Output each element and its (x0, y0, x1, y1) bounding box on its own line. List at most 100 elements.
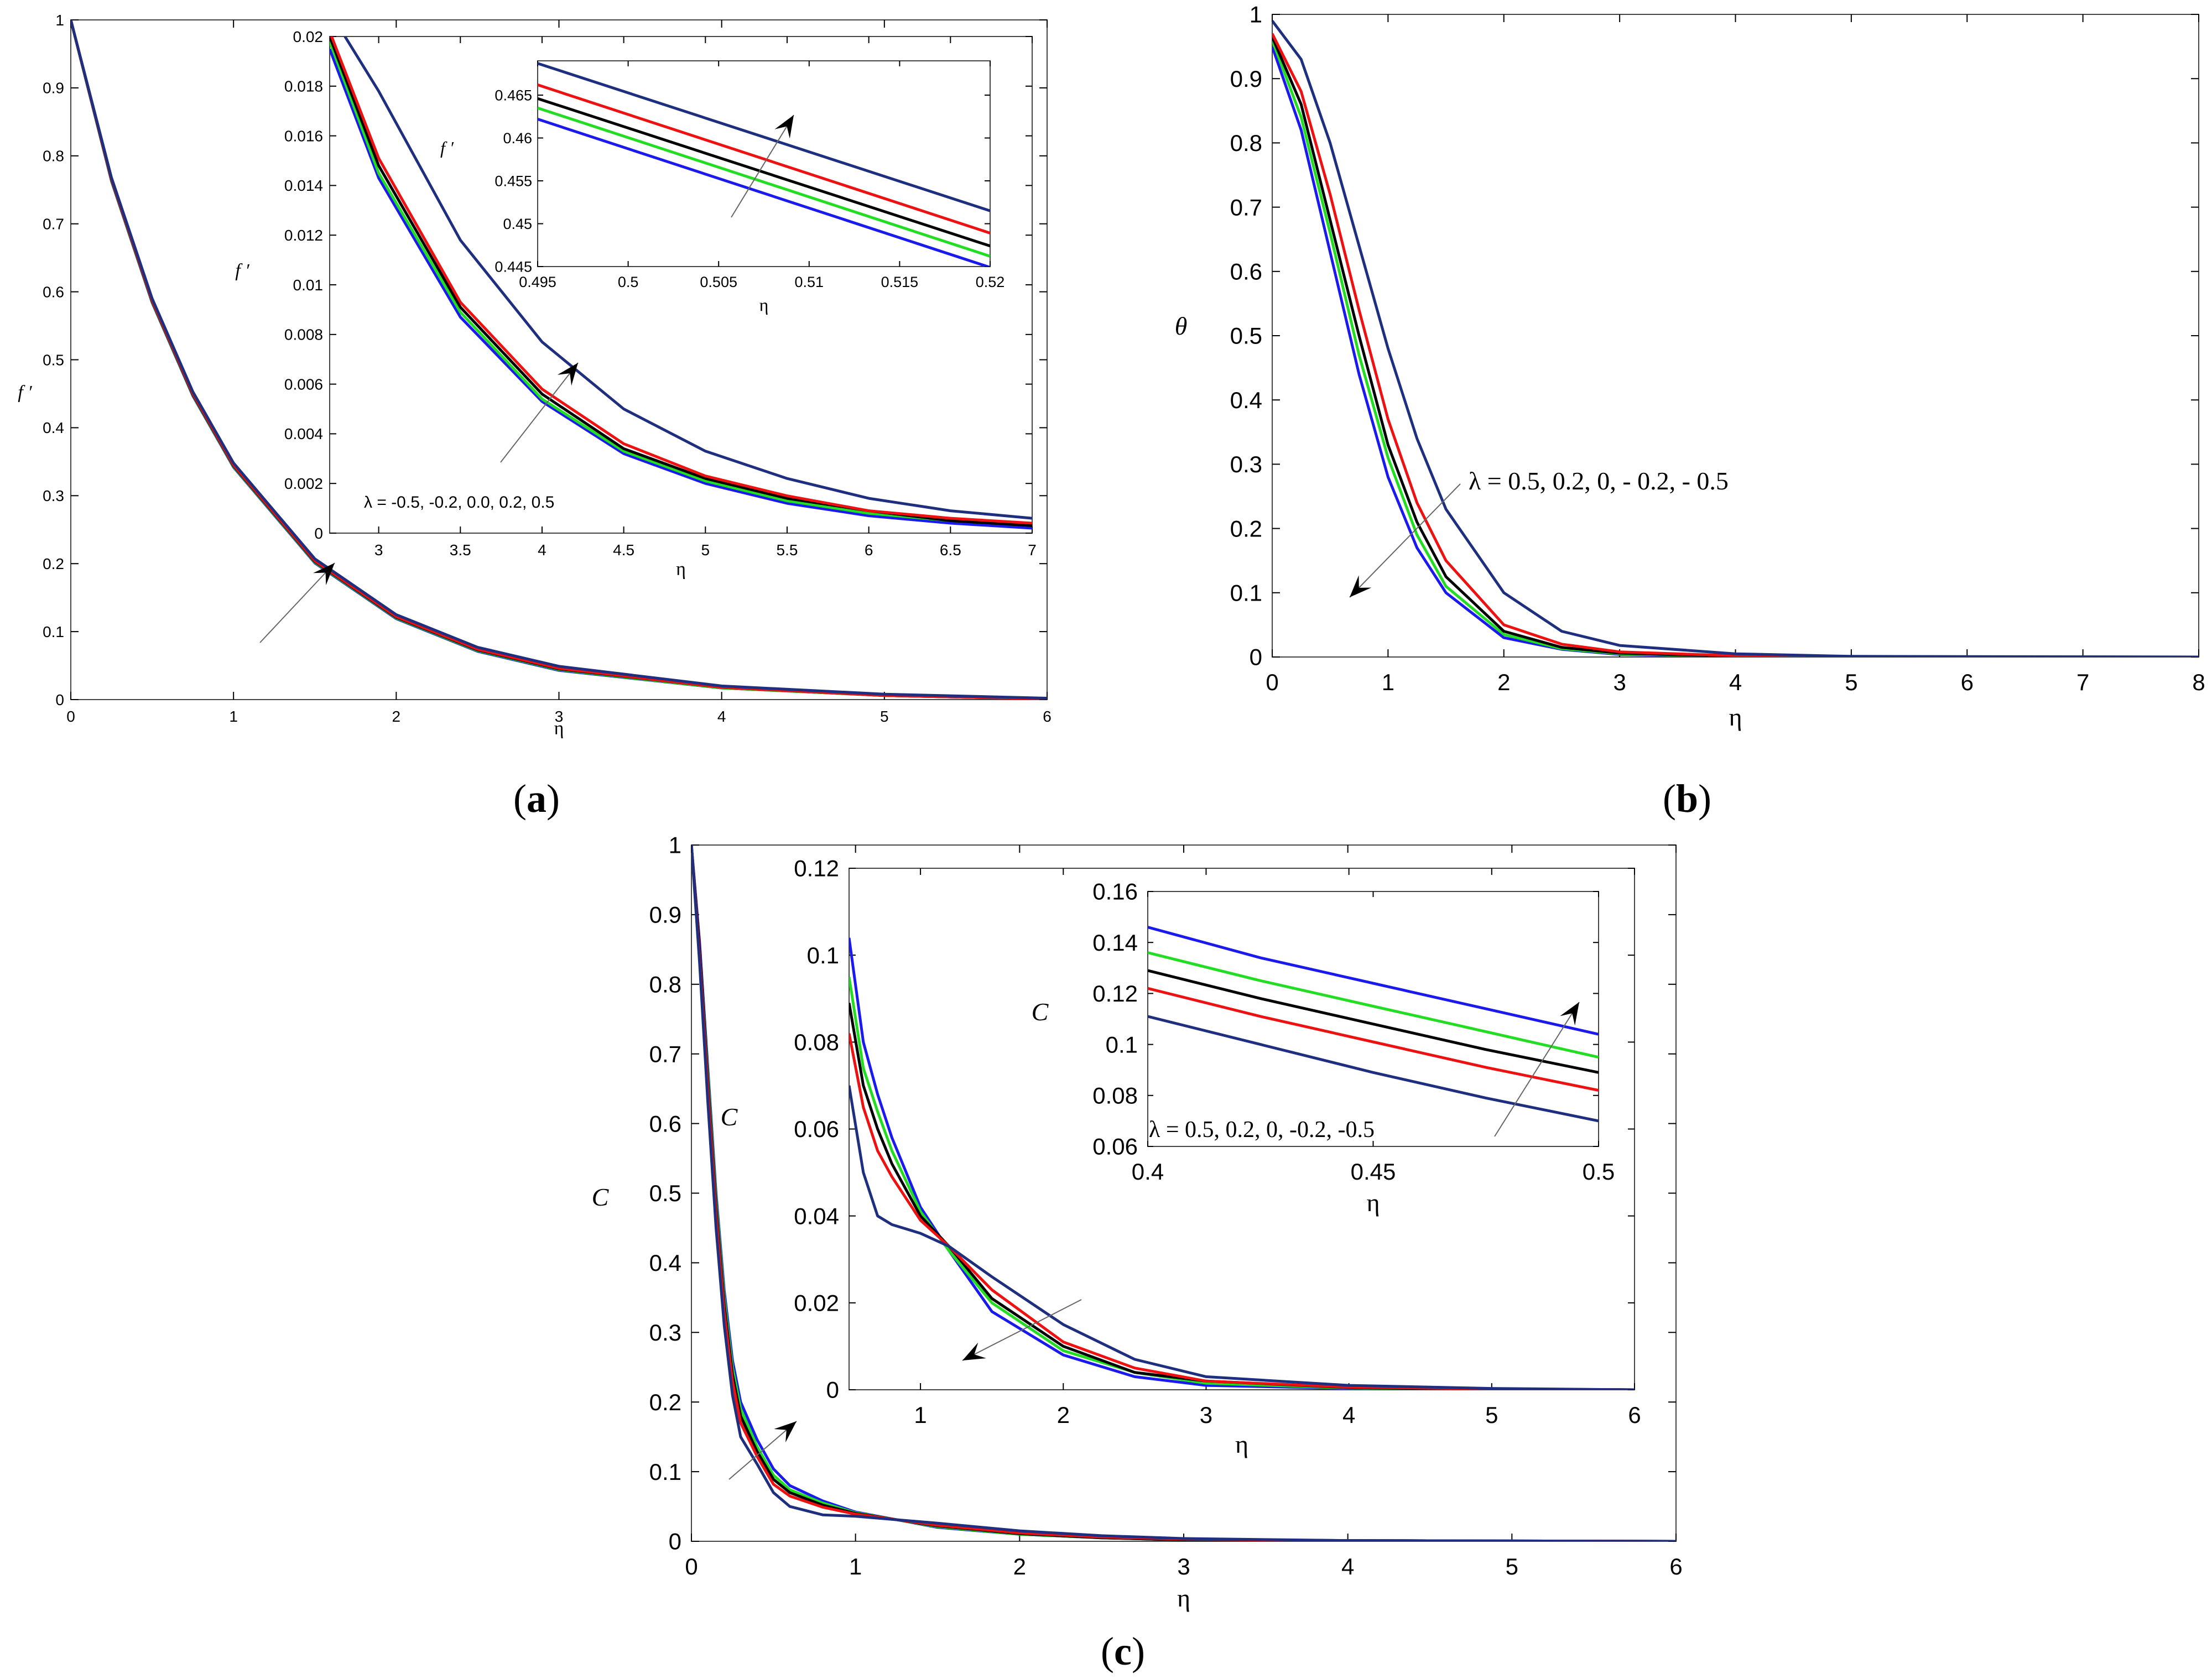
c-main-y-axis-label: C (592, 1183, 610, 1211)
b-main-y-tick-label: 0.8 (1230, 130, 1262, 156)
a-inset2-x-axis-label: η (759, 295, 769, 315)
b-main-y-tick-label: 0.3 (1230, 451, 1262, 477)
a-main-y-tick-label: 0.7 (43, 216, 64, 233)
c-inset1-y-tick-label: 0.1 (807, 942, 839, 968)
annotation-lambda-c: λ = 0.5, 0.2, 0, -0.2, -0.5 (1149, 1117, 1375, 1143)
a-inset2-x-tick-label: 0.5 (618, 274, 639, 290)
c-inset1-x-tick-label: 1 (914, 1402, 927, 1428)
c-inset2-x-tick-label: 0.4 (1132, 1159, 1164, 1185)
a-inset2-y-tick-label: 0.455 (495, 173, 532, 189)
c-inset2-y-tick-label: 0.08 (1092, 1083, 1138, 1109)
a-inset1-x-tick-label: 5.5 (777, 541, 798, 559)
c-inset2-x-tick-label: 0.45 (1351, 1159, 1396, 1185)
c-inset1-y-tick-label: 0.08 (794, 1029, 839, 1055)
b-main-x-tick-label: 3 (1613, 669, 1626, 695)
b-main-y-tick-label: 0.5 (1230, 323, 1262, 349)
a-main-x-tick-label: 0 (66, 708, 75, 725)
a-inset2-x-tick-label: 0.51 (795, 274, 824, 290)
a-inset1-y-tick-label: 0.006 (284, 376, 323, 393)
c-inset1-y-tick-label: 0.02 (794, 1290, 839, 1316)
c-main-y-tick-label: 0.6 (649, 1110, 681, 1136)
c-inset1-y-tick-label: 0.12 (794, 856, 839, 882)
panel-label-a: (a) (513, 776, 560, 821)
c-main-y-tick-label: 0.7 (649, 1041, 681, 1067)
c-inset1-x-tick-label: 4 (1342, 1402, 1355, 1428)
b-main-y-tick-label: 0.9 (1230, 66, 1262, 92)
a-inset1-x-axis-label: η (676, 559, 686, 580)
arrow-a-inset1-shaft (500, 362, 579, 463)
c-inset1-y-tick-label: 0.06 (794, 1116, 839, 1142)
a-inset2-y-tick-label: 0.445 (495, 258, 532, 275)
c-main-x-axis-label: η (1177, 1584, 1190, 1612)
b-main-y-tick-label: 0.2 (1230, 515, 1262, 541)
c-inset2-x-tick-label: 0.5 (1583, 1159, 1615, 1185)
b-main-x-tick-label: 6 (1961, 669, 1974, 695)
a-inset1-x-tick-label: 6 (865, 541, 873, 559)
a-inset2-x-tick-label: 0.52 (976, 274, 1005, 290)
c-inset1-series-line-red (849, 1033, 1635, 1390)
c-inset1-x-tick-label: 5 (1485, 1402, 1498, 1428)
a-inset2-series-line-navy (538, 62, 990, 212)
b-main-x-tick-label: 2 (1497, 669, 1510, 695)
arrow-c-inset1-shaft (962, 1299, 1082, 1361)
a-inset1-x-tick-label: 4 (538, 541, 547, 559)
c-main-y-tick-label: 0.2 (649, 1389, 681, 1415)
a-main-y-tick-label: 0.2 (43, 555, 64, 572)
a-main-x-tick-label: 3 (555, 708, 564, 725)
c-main-x-tick-label: 5 (1506, 1553, 1518, 1579)
b-main-y-tick-label: 0.4 (1230, 387, 1262, 413)
c-inset1-y-tick-label: 0 (826, 1377, 839, 1403)
c-inset2-plot-area (1147, 891, 1599, 1147)
b-main-x-tick-label: 4 (1729, 669, 1742, 695)
c-inset2-y-tick-label: 0.14 (1092, 930, 1138, 956)
a-inset2-series-line-blue (538, 118, 990, 267)
c-inset1-y-axis-label: C (721, 1103, 738, 1131)
c-inset2-x-axis-label: η (1366, 1188, 1380, 1217)
arrow-a-inset1-head (557, 363, 578, 386)
c-main-y-tick-label: 0.9 (649, 902, 681, 928)
a-main-x-tick-label: 4 (717, 708, 726, 725)
c-inset2-y-tick-label: 0.12 (1092, 981, 1138, 1007)
c-main-series-line-navy (691, 845, 1676, 1541)
a-inset2-x-tick-label: 0.505 (700, 274, 737, 290)
panel-label-b: (b) (1663, 776, 1711, 821)
panel-label-c-letter: c (1114, 1629, 1132, 1673)
b-main-y-tick-label: 0.6 (1230, 259, 1262, 285)
c-main-y-tick-label: 0.1 (649, 1459, 681, 1485)
c-main-x-tick-label: 0 (685, 1553, 698, 1579)
annotation-lambda-a: λ = -0.5, -0.2, 0.0, 0.2, 0.5 (364, 493, 554, 512)
a-inset2-series-line-green (538, 106, 990, 258)
c-main-y-tick-label: 0.4 (649, 1250, 681, 1276)
c-main-y-tick-label: 0.3 (649, 1320, 681, 1346)
a-inset1-y-tick-label: 0 (314, 525, 323, 542)
arrow-b-shaft (1349, 483, 1461, 598)
b-main-series-line-red (1272, 33, 2199, 657)
b-main-y-axis-label: θ (1175, 312, 1188, 340)
c-main-y-tick-label: 0.5 (649, 1180, 681, 1206)
c-inset2-series-line-black (1148, 969, 1599, 1074)
c-main-y-tick-label: 0 (669, 1529, 681, 1555)
a-main-x-tick-label: 1 (229, 708, 238, 725)
c-inset1-x-tick-label: 2 (1057, 1402, 1070, 1428)
c-inset1-x-tick-label: 3 (1200, 1402, 1212, 1428)
c-inset1-y-tick-label: 0.04 (794, 1203, 839, 1229)
arrow-a-inset2-head (774, 115, 794, 139)
a-main-y-tick-label: 0.8 (43, 148, 64, 165)
annotation-lambda-b: λ = 0.5, 0.2, 0, - 0.2, - 0.5 (1469, 467, 1729, 495)
a-inset1-x-tick-label: 3.5 (450, 541, 471, 559)
c-inset2-y-tick-label: 0.1 (1106, 1031, 1138, 1057)
a-main-x-axis-label: η (554, 718, 564, 739)
a-main-y-tick-label: 1 (55, 12, 64, 29)
c-main-x-tick-label: 2 (1013, 1553, 1026, 1579)
arrow-c-main-shaft (728, 1421, 797, 1480)
b-main-x-tick-label: 7 (2076, 669, 2089, 695)
arrow-a-inset2-shaft (731, 114, 794, 218)
a-main-y-tick-label: 0.3 (43, 487, 64, 504)
b-main-y-tick-label: 0.1 (1230, 580, 1262, 606)
b-main-x-tick-label: 1 (1382, 669, 1394, 695)
c-inset2-series-line-blue (1148, 926, 1599, 1036)
a-inset1-x-tick-label: 7 (1028, 541, 1037, 559)
a-inset1-x-tick-label: 4.5 (613, 541, 634, 559)
c-main-x-tick-label: 1 (849, 1553, 862, 1579)
